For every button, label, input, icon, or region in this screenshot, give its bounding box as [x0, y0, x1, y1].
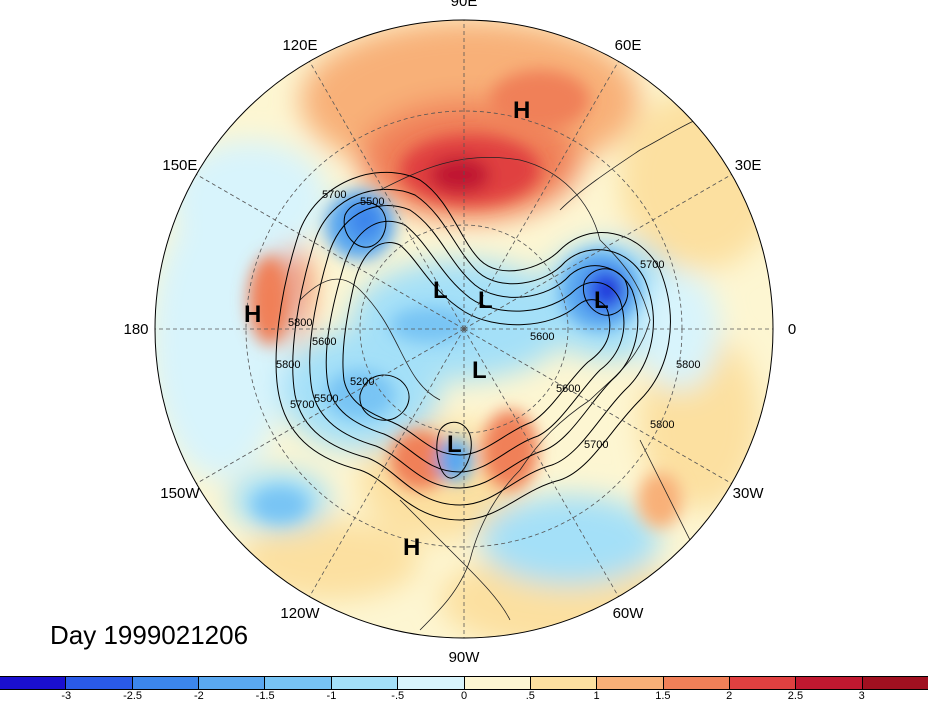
- colorbar-tick-label: -3: [61, 690, 72, 702]
- contour-label: 5700: [290, 399, 314, 411]
- colorbar-tick-label: 0: [460, 690, 468, 702]
- colorbar-tick-label: -.5: [391, 690, 405, 702]
- anomaly-field: [155, 20, 773, 638]
- colorbar-tick-label: .5: [525, 690, 535, 702]
- colorbar: [0, 676, 928, 690]
- meridian-line: [309, 328, 465, 597]
- longitude-label: 150W: [160, 485, 200, 502]
- meridian-line: [463, 174, 732, 330]
- colorbar-tick-label: -2: [193, 690, 204, 702]
- colorbar-swatch: [199, 677, 266, 689]
- contour-label: 5600: [312, 336, 336, 348]
- colorbar-swatch: [663, 677, 730, 689]
- longitude-label: 0: [788, 321, 796, 338]
- meridian-line: [196, 328, 465, 484]
- contour-label: 5700: [640, 259, 664, 271]
- contour-label: 5500: [314, 393, 338, 405]
- contour-label: 5800: [676, 359, 700, 371]
- low-center-label: L: [472, 357, 487, 384]
- map-title: Day 1999021206: [50, 620, 249, 650]
- colorbar-tick-label: 1: [593, 690, 600, 702]
- low-center-label: L: [478, 287, 493, 314]
- contour-label: 5800: [650, 419, 674, 431]
- contour-label: 5800: [276, 359, 300, 371]
- colorbar-swatch: [530, 677, 598, 689]
- colorbar-swatch: [398, 677, 465, 689]
- colorbar-swatch: [796, 677, 863, 689]
- longitude-labels: 90E 60E 30E 0 30W 60W 90W 120W 150W 180 150E 120E: [123, 0, 796, 666]
- longitude-label: 180: [123, 321, 148, 338]
- high-center-label: H: [244, 301, 261, 328]
- map-boundary: [154, 19, 774, 639]
- colorbar-swatch: [66, 677, 133, 689]
- low-center-label: L: [447, 431, 462, 458]
- colorbar-swatch: [862, 677, 928, 689]
- pressure-center-labels: H H H L L L L L: [244, 97, 609, 561]
- meridian-line: [309, 61, 465, 330]
- colorbar-tick-label: 3: [858, 690, 865, 702]
- longitude-label: 60W: [613, 605, 645, 622]
- longitude-label: 90E: [451, 0, 478, 10]
- contour-label: 5700: [322, 189, 346, 201]
- high-center-label: H: [403, 534, 420, 561]
- colorbar-swatch: [331, 677, 399, 689]
- longitude-label: 60E: [615, 37, 642, 54]
- high-center-label: H: [513, 97, 530, 124]
- longitude-label: 90W: [449, 649, 481, 666]
- longitude-label: 120W: [280, 605, 320, 622]
- colorbar-tick-label: -1.5: [255, 690, 275, 702]
- colorbar-tick-label: 1.5: [655, 690, 671, 702]
- colorbar-swatch: [0, 677, 67, 689]
- longitude-label: 150E: [162, 157, 197, 174]
- contour-label: 5700: [584, 439, 608, 451]
- colorbar-swatch: [265, 677, 332, 689]
- polar-stereographic-map: 5700 5500 5800 5800 5600 5700 5500 5200 …: [123, 0, 796, 666]
- height-contours: [275, 171, 671, 521]
- meridian-line: [196, 174, 465, 330]
- graticule: [155, 20, 773, 638]
- longitude-label: 30W: [733, 485, 765, 502]
- colorbar-tick-label: 2.5: [787, 690, 804, 702]
- low-center-label: L: [433, 277, 448, 304]
- colorbar-tick-label: -1: [326, 690, 337, 702]
- longitude-label: 30E: [735, 157, 762, 174]
- longitude-label: 120E: [282, 37, 317, 54]
- colorbar-swatch: [729, 677, 797, 689]
- colorbar-tick-label: 2: [726, 690, 733, 702]
- low-center-label: L: [594, 287, 609, 314]
- contour-label: 5500: [360, 196, 384, 208]
- colorbar-tick-label: -2.5: [123, 690, 143, 702]
- contour-label: 5200: [350, 376, 374, 388]
- colorbar-swatch: [597, 677, 664, 689]
- colorbar-swatch: [464, 677, 531, 689]
- contour-label: 5800: [288, 317, 312, 329]
- meridian-line: [463, 61, 619, 330]
- meridian-line: [463, 328, 732, 484]
- colorbar-swatch: [132, 677, 200, 689]
- contour-label: 5600: [530, 331, 554, 343]
- meridian-line: [463, 328, 619, 597]
